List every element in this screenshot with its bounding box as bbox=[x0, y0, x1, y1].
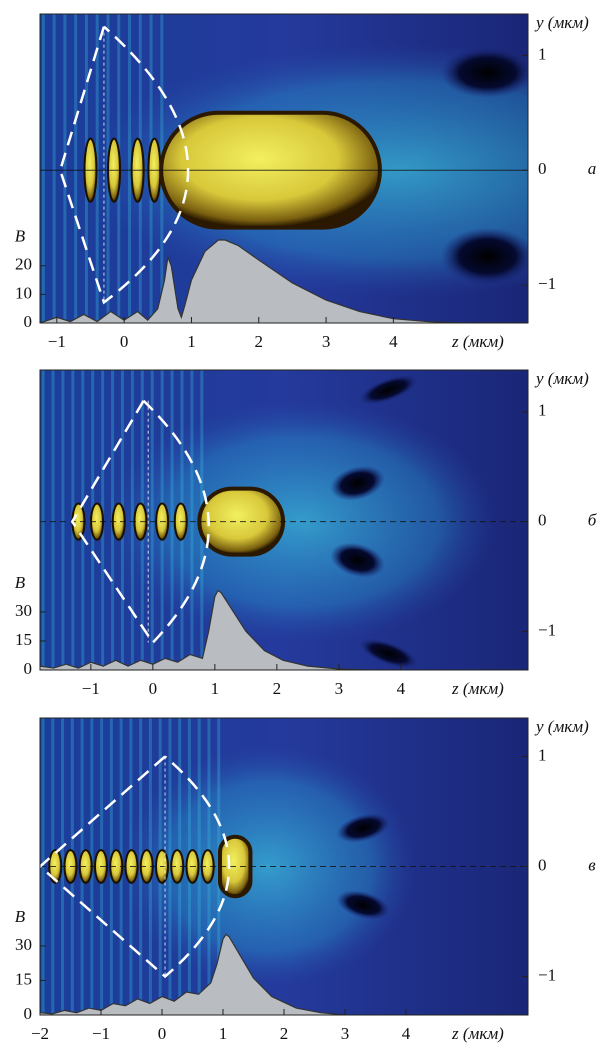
panel: −2 −1 0 1 2 3 4 0 15 30 −1 0 1 Bz (мкм) y (мкм) в bbox=[15, 717, 597, 1043]
y-tick-label: 30 bbox=[15, 601, 32, 620]
y2-axis-label: y (мкм) bbox=[534, 13, 589, 32]
x-tick-label: 1 bbox=[211, 679, 220, 698]
x-tick-label: 3 bbox=[341, 1024, 350, 1043]
x-tick-label: −1 bbox=[92, 1024, 110, 1043]
y-tick-label: 10 bbox=[15, 283, 32, 302]
y2-tick-label: 1 bbox=[538, 44, 547, 63]
x-tick-label: −1 bbox=[82, 679, 100, 698]
x-tick-label: 0 bbox=[149, 679, 158, 698]
field-map bbox=[40, 718, 528, 1015]
x-axis-label: z (мкм) bbox=[451, 332, 504, 351]
x-tick-label: −1 bbox=[48, 332, 66, 351]
y2-tick-label: −1 bbox=[538, 620, 556, 639]
panel: −1 0 1 2 3 4 0 15 30 −1 0 1 Bz (мкм) y (мкм) б bbox=[15, 369, 597, 698]
x-tick-label: 1 bbox=[187, 332, 196, 351]
field-map bbox=[40, 369, 528, 675]
x-tick-label: 4 bbox=[389, 332, 398, 351]
y-tick-label: 30 bbox=[15, 935, 32, 954]
y2-tick-label: 0 bbox=[538, 159, 547, 178]
y2-tick-label: 0 bbox=[538, 511, 547, 530]
y2-axis-label: y (мкм) bbox=[534, 369, 589, 388]
figure: −10123401020−101Bz (мкм)y (мкм)а−1012340… bbox=[0, 0, 610, 1043]
field-map bbox=[40, 14, 610, 323]
y2-tick-label: 1 bbox=[538, 401, 547, 420]
x-tick-label: 3 bbox=[335, 679, 344, 698]
x-tick-label: 1 bbox=[219, 1024, 228, 1043]
x-tick-label: 4 bbox=[402, 1024, 411, 1043]
y2-tick-label: 0 bbox=[538, 855, 547, 874]
x-tick-label: 0 bbox=[158, 1024, 167, 1043]
x-tick-label: 4 bbox=[397, 679, 406, 698]
y-tick-label: 0 bbox=[24, 659, 33, 678]
panel-label: б bbox=[588, 511, 597, 530]
y2-tick-label: −1 bbox=[538, 965, 556, 984]
x-axis-label: z (мкм) bbox=[451, 1024, 504, 1043]
panel-label: а bbox=[588, 159, 597, 178]
dark-lobe bbox=[440, 228, 534, 285]
y-tick-label: 15 bbox=[15, 630, 32, 649]
x-axis-label: z (мкм) bbox=[451, 679, 504, 698]
y-tick-label: 15 bbox=[15, 969, 32, 988]
y2-tick-label: −1 bbox=[538, 274, 556, 293]
x-tick-label: 0 bbox=[120, 332, 129, 351]
y-tick-label: 0 bbox=[24, 1004, 33, 1023]
x-tick-label: 2 bbox=[280, 1024, 289, 1043]
y-axis-label: B bbox=[15, 573, 26, 592]
panel: −1 0 1 2 3 4 0 10 20 −1 0 1 Bz (мкм) y (мкм) а bbox=[15, 13, 610, 351]
x-tick-label: 3 bbox=[322, 332, 331, 351]
x-tick-label: 2 bbox=[273, 679, 282, 698]
y2-tick-label: 1 bbox=[538, 745, 547, 764]
x-tick-label: −2 bbox=[31, 1024, 49, 1043]
y-axis-label: B bbox=[15, 907, 26, 926]
dark-lobe bbox=[440, 47, 534, 98]
y2-axis-label: y (мкм) bbox=[534, 717, 589, 736]
y-tick-label: 20 bbox=[15, 255, 32, 274]
panel-label: в bbox=[588, 855, 596, 874]
y-tick-label: 0 bbox=[24, 312, 33, 331]
x-tick-label: 2 bbox=[255, 332, 264, 351]
y-axis-label: B bbox=[15, 227, 26, 246]
